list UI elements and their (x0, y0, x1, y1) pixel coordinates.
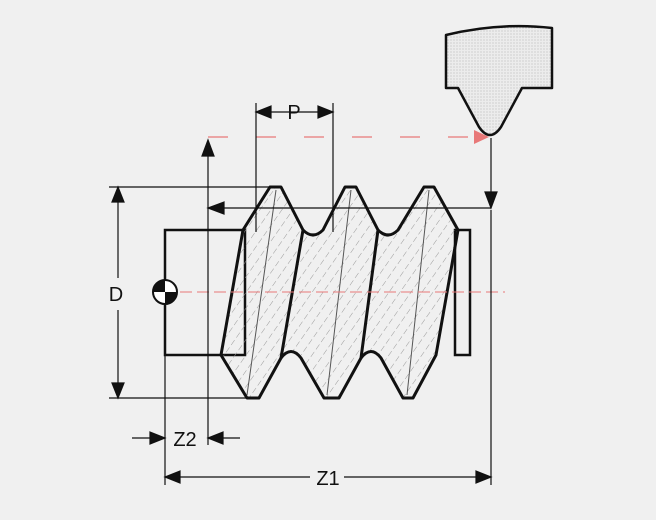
tool-path (208, 130, 489, 144)
pitch-dimension (254, 103, 335, 232)
z1-dimension (163, 210, 493, 485)
diameter-label: D (109, 284, 123, 306)
z1-label: Z1 (316, 468, 339, 490)
pitch-label: P (287, 102, 300, 124)
diameter-dimension (109, 185, 270, 400)
threading-tool-icon (444, 24, 554, 137)
z2-dimension (132, 356, 240, 485)
thread-helix-lines (279, 228, 380, 360)
z2-label: Z2 (173, 429, 196, 451)
tool-feed-arrows (201, 138, 498, 445)
datum-origin-icon (152, 279, 178, 305)
